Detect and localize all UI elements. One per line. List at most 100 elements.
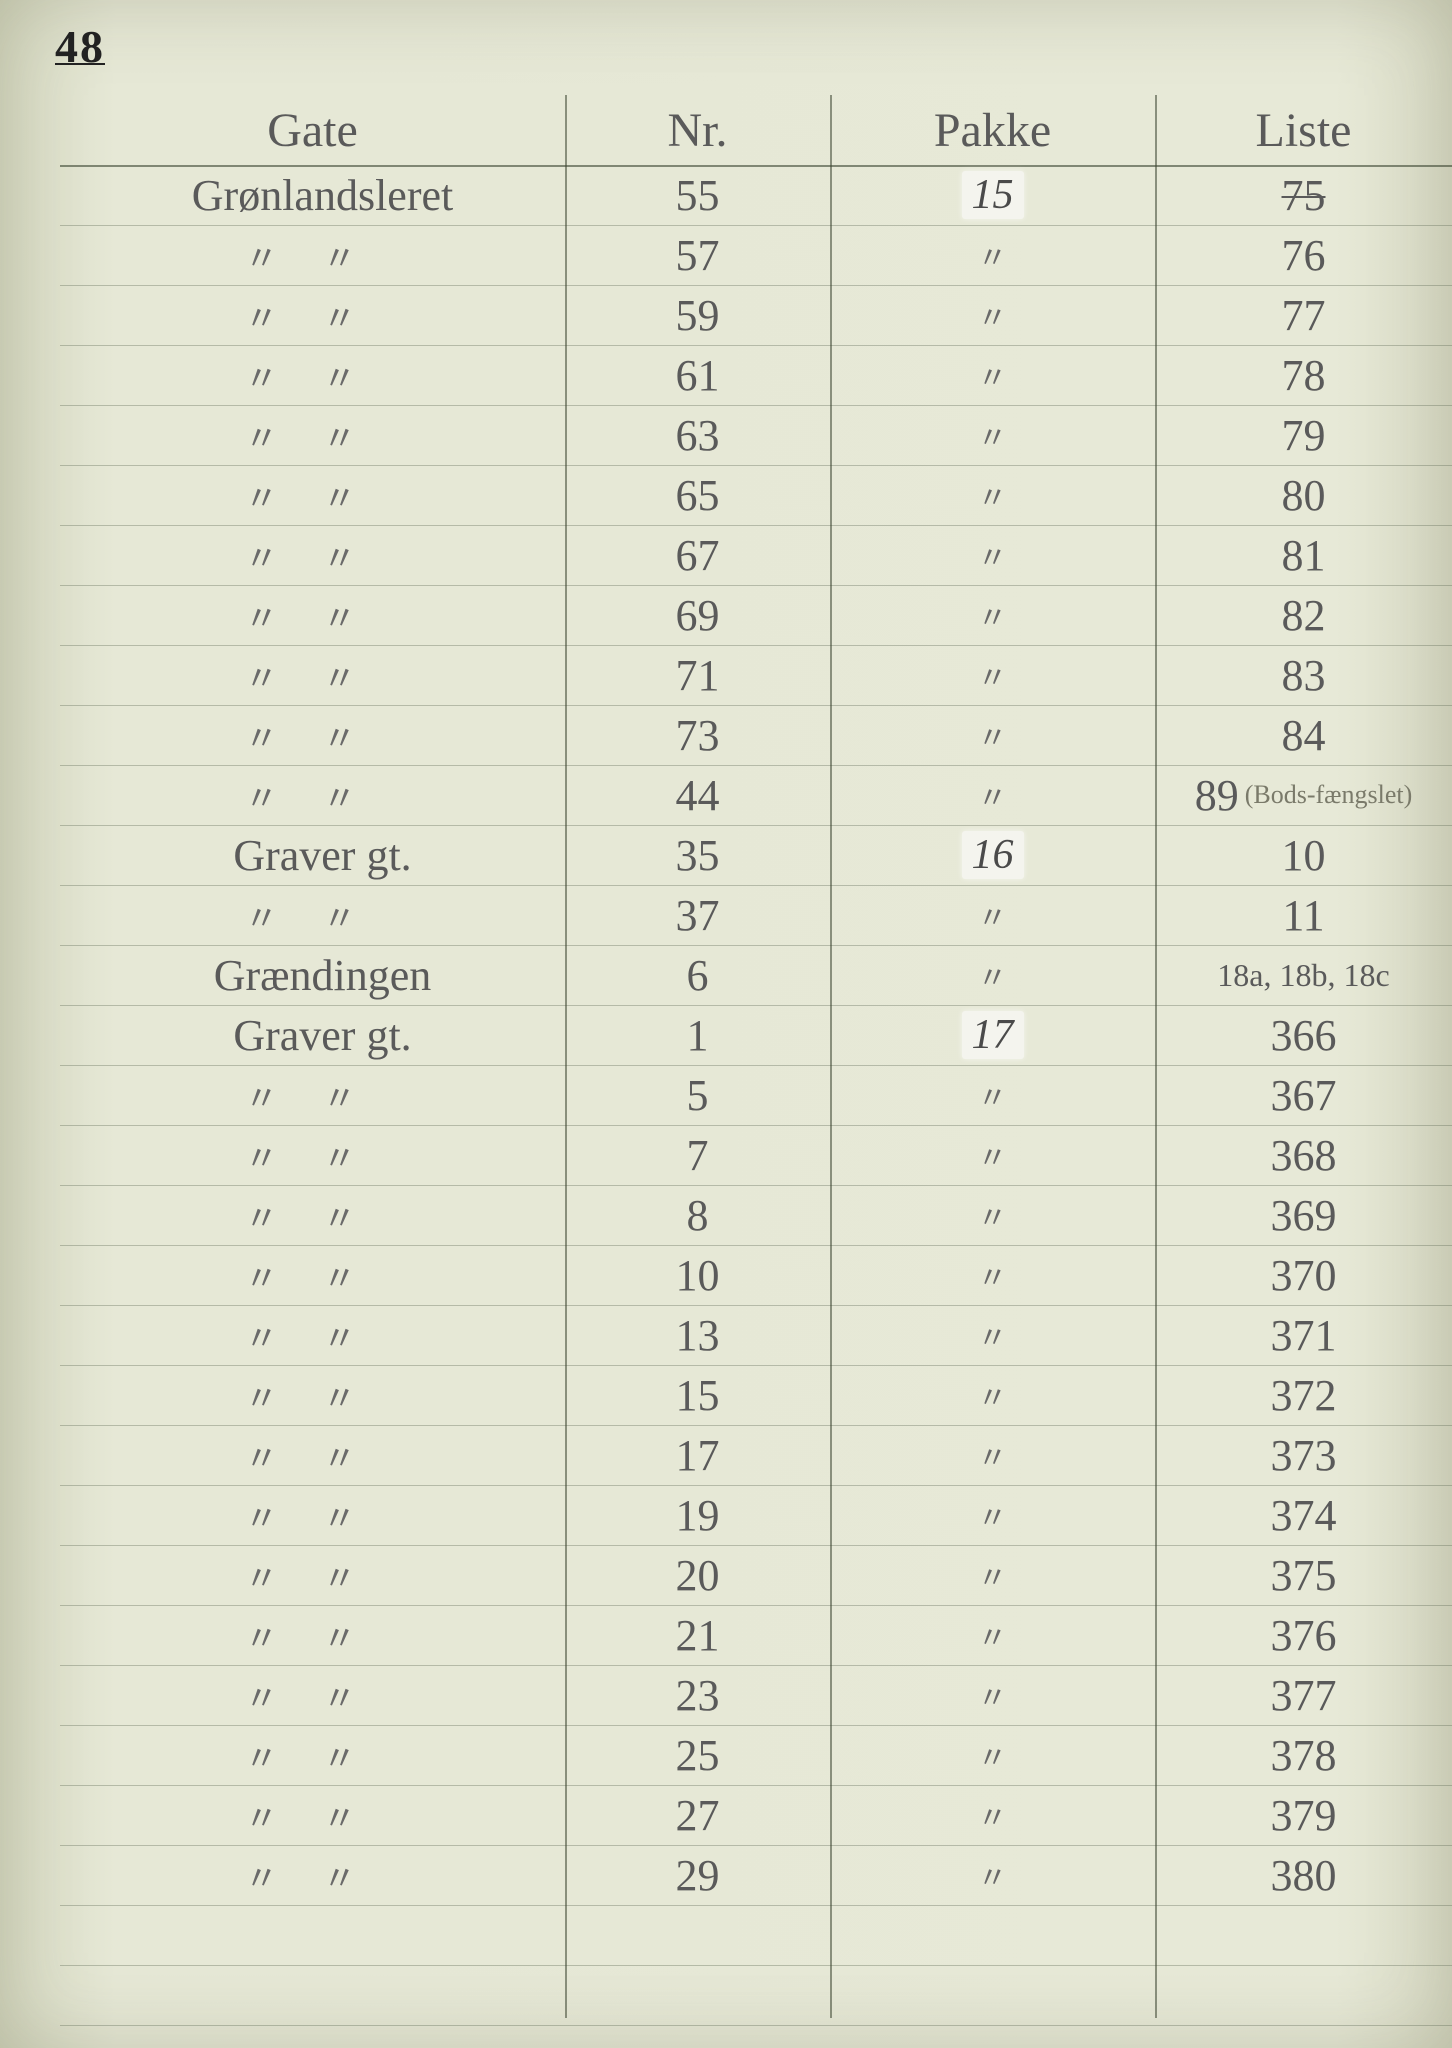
cell-nr: 8 (565, 1185, 830, 1245)
ditto-mark: 〃〃 (245, 651, 401, 700)
cell-gate: 〃〃 (60, 645, 575, 705)
liste-value: 89 (1195, 770, 1239, 821)
ditto-mark: 〃〃 (245, 1311, 401, 1360)
cell-nr: 5 (565, 1065, 830, 1125)
table-row: Graver gt.117366 (60, 1005, 1452, 1065)
liste-value: 76 (1282, 230, 1326, 281)
cell-liste: 373 (1155, 1425, 1452, 1485)
ditto-mark: 〃〃 (245, 531, 401, 580)
liste-value: 18a, 18b, 18c (1217, 957, 1389, 994)
ditto-mark: 〃 (978, 893, 1008, 937)
cell-nr: 20 (565, 1545, 830, 1605)
cell-pakke: 〃 (830, 1605, 1155, 1665)
liste-value: 79 (1282, 410, 1326, 461)
cell-liste: 18a, 18b, 18c (1155, 945, 1452, 1005)
cell-pakke: 17 (830, 1005, 1155, 1065)
cell-nr: 67 (565, 525, 830, 585)
cell-gate: 〃〃 (60, 705, 575, 765)
cell-pakke: 〃 (830, 585, 1155, 645)
cell-nr: 44 (565, 765, 830, 825)
liste-value: 366 (1271, 1010, 1337, 1061)
cell-pakke: 〃 (830, 1845, 1155, 1905)
cell-liste: 377 (1155, 1665, 1452, 1725)
ditto-mark: 〃〃 (245, 1071, 401, 1120)
ditto-mark: 〃〃 (245, 1491, 401, 1540)
cell-gate: 〃〃 (60, 1545, 575, 1605)
cell-liste: 83 (1155, 645, 1452, 705)
cell-nr: 27 (565, 1785, 830, 1845)
ditto-mark: 〃〃 (245, 1731, 401, 1780)
ditto-mark: 〃 (978, 1613, 1008, 1657)
cell-nr: 69 (565, 585, 830, 645)
table-row: 〃〃8〃369 (60, 1185, 1452, 1245)
ditto-mark: 〃 (978, 413, 1008, 457)
cell-liste: 11 (1155, 885, 1452, 945)
liste-value: 377 (1271, 1670, 1337, 1721)
header-liste: Liste (1155, 95, 1452, 165)
liste-value: 78 (1282, 350, 1326, 401)
ledger-page: 48 Gate Nr. Pakke Liste Grønlandsleret55… (0, 0, 1452, 2048)
liste-value: 369 (1271, 1190, 1337, 1241)
table-row: 〃〃10〃370 (60, 1245, 1452, 1305)
cell-liste: 368 (1155, 1125, 1452, 1185)
cell-pakke: 〃 (830, 705, 1155, 765)
cell-gate: 〃〃 (60, 765, 575, 825)
table-row: 〃〃59〃77 (60, 285, 1452, 345)
table-row: 〃〃37〃11 (60, 885, 1452, 945)
ditto-mark: 〃 (978, 233, 1008, 277)
table-row: 〃〃23〃377 (60, 1665, 1452, 1725)
cell-liste: 10 (1155, 825, 1452, 885)
cell-gate: 〃〃 (60, 1785, 575, 1845)
cell-nr: 25 (565, 1725, 830, 1785)
cell-gate: 〃〃 (60, 1605, 575, 1665)
cell-nr: 1 (565, 1005, 830, 1065)
cell-liste: 372 (1155, 1365, 1452, 1425)
ditto-mark: 〃〃 (245, 471, 401, 520)
liste-value: 379 (1271, 1790, 1337, 1841)
table-row: 〃〃15〃372 (60, 1365, 1452, 1425)
cell-nr: 21 (565, 1605, 830, 1665)
header-nr: Nr. (565, 95, 830, 165)
cell-pakke: 〃 (830, 345, 1155, 405)
pakke-value: 16 (962, 831, 1024, 879)
cell-nr: 13 (565, 1305, 830, 1365)
cell-liste: 77 (1155, 285, 1452, 345)
cell-liste: 82 (1155, 585, 1452, 645)
cell-liste: 371 (1155, 1305, 1452, 1365)
table-row: 〃〃65〃80 (60, 465, 1452, 525)
cell-gate: 〃〃 (60, 1425, 575, 1485)
liste-value: 380 (1271, 1850, 1337, 1901)
cell-gate: 〃〃 (60, 1305, 575, 1365)
cell-pakke: 〃 (830, 405, 1155, 465)
ditto-mark: 〃 (978, 1253, 1008, 1297)
cell-nr: 63 (565, 405, 830, 465)
ditto-mark: 〃〃 (245, 1131, 401, 1180)
liste-value: 77 (1282, 290, 1326, 341)
liste-value: 81 (1282, 530, 1326, 581)
table-row: 〃〃69〃82 (60, 585, 1452, 645)
cell-gate: 〃〃 (60, 1725, 575, 1785)
cell-pakke: 〃 (830, 1425, 1155, 1485)
liste-value: 82 (1282, 590, 1326, 641)
ditto-mark: 〃〃 (245, 1791, 401, 1840)
table-header: Gate Nr. Pakke Liste (60, 95, 1452, 165)
cell-nr: 29 (565, 1845, 830, 1905)
table-row: 〃〃73〃84 (60, 705, 1452, 765)
liste-value: 75 (1282, 170, 1326, 221)
cell-nr: 17 (565, 1425, 830, 1485)
cell-gate: 〃〃 (60, 1065, 575, 1125)
ditto-mark: 〃〃 (245, 1551, 401, 1600)
liste-value: 370 (1271, 1250, 1337, 1301)
cell-nr: 73 (565, 705, 830, 765)
cell-gate: Grønlandsleret (60, 165, 575, 225)
cell-liste: 79 (1155, 405, 1452, 465)
ditto-mark: 〃 (978, 1193, 1008, 1237)
cell-nr: 65 (565, 465, 830, 525)
ditto-mark: 〃〃 (245, 1671, 401, 1720)
ditto-mark: 〃〃 (245, 1611, 401, 1660)
ditto-mark: 〃 (978, 1733, 1008, 1777)
cell-pakke: 〃 (830, 525, 1155, 585)
cell-gate: 〃〃 (60, 1245, 575, 1305)
liste-value: 83 (1282, 650, 1326, 701)
table-row: 〃〃44〃89(Bods-fængslet) (60, 765, 1452, 825)
